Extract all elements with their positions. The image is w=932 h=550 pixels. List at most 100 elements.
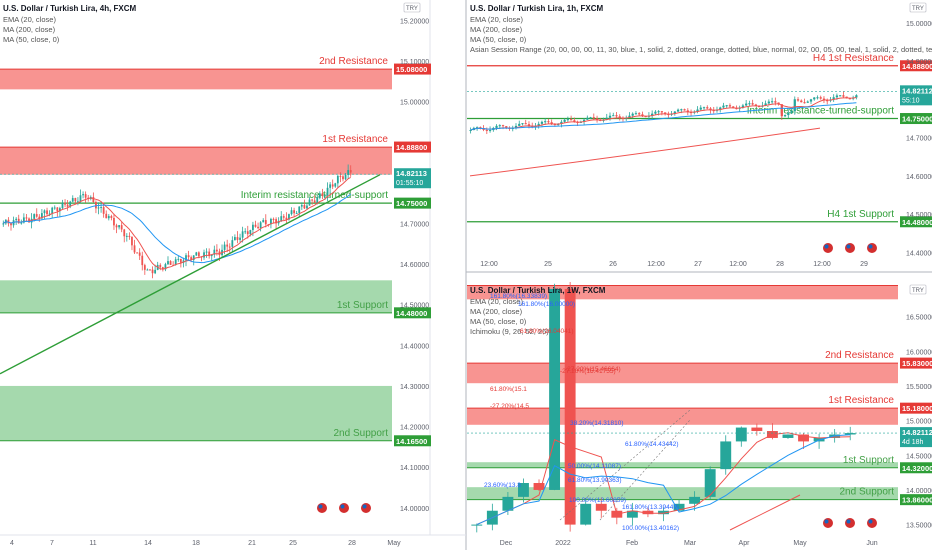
x-tick-label: 14 — [144, 540, 152, 547]
flag-icon-detail — [318, 504, 323, 509]
candle — [298, 206, 301, 213]
x-tick-label: May — [793, 540, 807, 547]
candle — [793, 99, 796, 112]
candle — [770, 101, 774, 103]
candle — [300, 205, 303, 207]
flag-icon-detail — [846, 244, 851, 249]
candle — [231, 240, 234, 247]
flag-icon-detail — [340, 504, 345, 509]
x-tick-label: 4 — [10, 540, 14, 547]
candle — [626, 510, 638, 518]
y-tick-label: 14.90000 — [906, 59, 932, 66]
candle — [82, 194, 84, 196]
candle — [735, 427, 747, 442]
candle — [259, 222, 262, 229]
candle — [549, 288, 561, 490]
candle — [595, 118, 599, 121]
x-tick-label: May — [387, 540, 401, 547]
candle — [118, 225, 120, 228]
candle — [66, 204, 69, 207]
candle — [64, 202, 66, 205]
fib-level-label: 61.80%(16.04041) — [520, 328, 574, 335]
candle — [663, 112, 667, 115]
candle — [748, 103, 751, 105]
fib-level-label: 61.80%(13.90363) — [568, 477, 622, 484]
candle — [169, 261, 172, 265]
candle — [264, 220, 267, 225]
candle — [20, 222, 23, 224]
fib-level-label: 61.80%(14.43442) — [625, 441, 679, 448]
candle — [161, 267, 164, 270]
ma50-line — [470, 102, 857, 131]
candle — [74, 198, 77, 202]
candle — [344, 174, 347, 180]
candle — [844, 433, 856, 435]
candle — [136, 252, 139, 254]
candle — [123, 229, 126, 237]
candle — [285, 217, 288, 220]
candle — [236, 237, 239, 240]
candle — [550, 122, 553, 124]
candle — [149, 269, 151, 271]
flag-icon — [822, 517, 834, 529]
price-tag — [900, 402, 932, 414]
bar-countdown: 55:10 — [902, 97, 920, 104]
candle — [48, 213, 51, 215]
price-tag-text: 14.16500 — [396, 437, 427, 446]
candle — [244, 231, 247, 233]
candle — [143, 265, 146, 270]
x-tick-label: 27 — [694, 261, 702, 268]
candle — [239, 237, 241, 240]
candle — [566, 119, 570, 121]
currency-text: TRY — [406, 6, 418, 12]
candle — [796, 99, 800, 101]
candle — [573, 120, 576, 122]
candle — [720, 441, 732, 470]
candle — [306, 205, 308, 209]
price-tag-text: 15.18000 — [902, 404, 932, 413]
candle — [105, 213, 108, 219]
y-tick-label: 14.00000 — [400, 506, 429, 513]
price-tag — [900, 60, 932, 72]
candle — [141, 255, 144, 266]
candle — [174, 259, 177, 265]
candle — [798, 434, 809, 442]
candle — [741, 105, 745, 108]
price-tag — [900, 462, 932, 474]
candle — [213, 249, 216, 255]
x-tick-label: 29 — [860, 261, 868, 268]
candle — [241, 231, 244, 238]
fib-level-label: 161.80%(13.39449) — [622, 504, 679, 511]
candle — [210, 254, 213, 257]
bar-countdown: 4d 18h — [902, 439, 924, 446]
fib-level-label: -27.20%(14.5 — [490, 403, 529, 410]
candle — [10, 223, 12, 226]
price-tag-text: 14.75000 — [396, 199, 427, 208]
candle — [471, 524, 483, 526]
candle — [275, 219, 277, 224]
candle — [777, 102, 780, 105]
candle — [102, 207, 105, 214]
candle — [311, 199, 314, 201]
candle — [842, 95, 845, 97]
candle — [673, 111, 676, 114]
candle — [205, 251, 208, 253]
y-tick-label: 14.60000 — [400, 262, 429, 269]
candle — [673, 503, 685, 511]
fib-level-label: 50.00%(14.11087) — [568, 463, 621, 470]
candle — [638, 113, 641, 115]
x-tick-label: 12:00 — [729, 261, 747, 268]
candle — [282, 216, 285, 218]
y-tick-label: 14.20000 — [400, 425, 429, 432]
candle — [331, 184, 334, 187]
candle — [35, 214, 38, 217]
candle — [654, 111, 657, 114]
zone-sup — [467, 487, 898, 500]
candle — [774, 101, 777, 103]
y-tick-label: 15.50000 — [906, 384, 932, 391]
candle — [272, 218, 275, 220]
indicator-legend: EMA (20, close) — [470, 297, 523, 306]
ema-line — [476, 432, 851, 526]
price-tag-text: 14.88800 — [902, 62, 932, 71]
candle — [751, 427, 763, 432]
